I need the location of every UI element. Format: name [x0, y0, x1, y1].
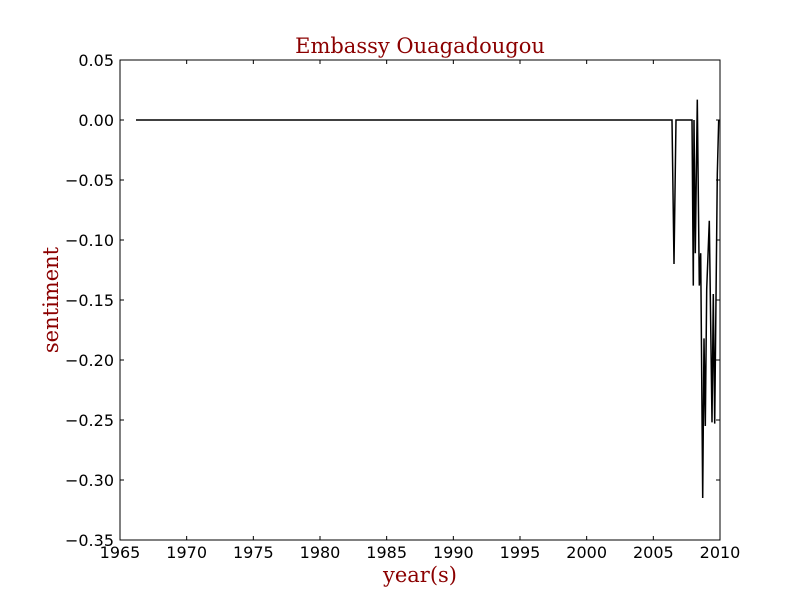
y-tick-label: −0.10 — [65, 231, 114, 250]
chart-title: Embassy Ouagadougou — [295, 34, 545, 58]
y-tick-label: 0.00 — [78, 111, 114, 130]
ticks-layer: 1965 1970 1975 1980 1985 1990 1995 2000 2005 2010… — [65, 51, 740, 562]
x-axis-label: year(s) — [382, 563, 457, 587]
x-tick-label: 2010 — [700, 543, 741, 562]
x-tick-label: 1970 — [166, 543, 207, 562]
x-tick-label: 1975 — [233, 543, 274, 562]
y-tick-label: −0.35 — [65, 531, 114, 550]
y-tick-label: −0.15 — [65, 291, 114, 310]
series-line-0 — [136, 99, 720, 499]
series-layer — [136, 99, 720, 499]
x-tick-label: 1990 — [433, 543, 474, 562]
y-tick-label: 0.05 — [78, 51, 114, 70]
y-tick-label: −0.20 — [65, 351, 114, 370]
plot-area — [120, 60, 720, 540]
x-tick-label: 1985 — [366, 543, 407, 562]
y-axis-label: sentiment — [39, 246, 63, 353]
y-tick-label: −0.05 — [65, 171, 114, 190]
x-tick-label: 1965 — [100, 543, 141, 562]
x-tick-label: 1980 — [300, 543, 341, 562]
x-tick-label: 1995 — [500, 543, 541, 562]
y-tick-label: −0.30 — [65, 471, 114, 490]
y-tick-label: −0.25 — [65, 411, 114, 430]
x-tick-label: 2000 — [566, 543, 607, 562]
x-tick-label: 2005 — [633, 543, 674, 562]
